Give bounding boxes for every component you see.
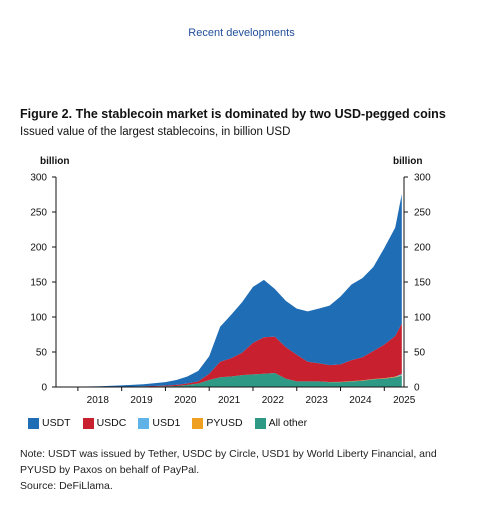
y-tick-label-left: 300 bbox=[30, 173, 47, 184]
source-text: Source: DeFiLlama. bbox=[20, 480, 113, 492]
legend-item-usd1: USD1 bbox=[138, 417, 180, 429]
x-tick-label: 2019 bbox=[130, 395, 153, 406]
legend-item-pyusd: PYUSD bbox=[192, 417, 243, 429]
y-tick-label-right: 100 bbox=[414, 313, 431, 324]
legend-label: All other bbox=[268, 417, 308, 429]
y-tick-label-right: 150 bbox=[414, 278, 431, 289]
note-text: Note: USDT was issued by Tether, USDC by… bbox=[20, 448, 437, 476]
legend-swatch bbox=[82, 417, 94, 429]
y-tick-label-left: 150 bbox=[30, 278, 47, 289]
y-axis-label-right: billion bbox=[393, 156, 422, 167]
legend-label: USDT bbox=[42, 417, 71, 429]
y-tick-label-left: 250 bbox=[30, 208, 47, 219]
y-axis-label-left: billion bbox=[40, 156, 69, 167]
legend-swatch bbox=[28, 417, 39, 429]
x-tick-label: 2021 bbox=[218, 395, 241, 406]
y-tick-label-left: 0 bbox=[41, 383, 47, 394]
x-tick-label: 2020 bbox=[174, 395, 197, 406]
figure-title: Figure 2. The stablecoin market is domin… bbox=[20, 107, 446, 121]
area-usdt bbox=[56, 193, 402, 387]
x-tick-label: 2024 bbox=[349, 395, 372, 406]
y-tick-label-right: 250 bbox=[414, 208, 431, 219]
legend-label: USD1 bbox=[152, 417, 181, 429]
x-tick-label: 2023 bbox=[306, 395, 329, 406]
area-usdc bbox=[56, 323, 402, 387]
x-tick-label: 2022 bbox=[262, 395, 285, 406]
legend-item-usdc: USDC bbox=[82, 417, 127, 429]
y-tick-label-right: 200 bbox=[414, 243, 431, 254]
legend-label: USDC bbox=[96, 417, 127, 429]
figure-note: Note: USDT was issued by Tether, USDC by… bbox=[20, 446, 470, 494]
legend-swatch bbox=[254, 417, 266, 429]
chart-legend: USDT USDC USD1 PYUSD All other bbox=[28, 417, 307, 429]
y-tick-label-right: 50 bbox=[414, 348, 426, 359]
legend-item-usdt: USDT bbox=[28, 417, 71, 429]
y-tick-label-left: 50 bbox=[36, 348, 48, 359]
legend-swatch bbox=[138, 417, 150, 429]
legend-label: PYUSD bbox=[206, 417, 243, 429]
x-tick-label: 2018 bbox=[87, 395, 110, 406]
x-tick-label: 2025 bbox=[393, 395, 416, 406]
y-tick-label-right: 300 bbox=[414, 173, 431, 184]
figure-subtitle: Issued value of the largest stablecoins,… bbox=[20, 126, 291, 138]
legend-item-all-other: All other bbox=[254, 417, 308, 429]
y-tick-label-right: 0 bbox=[414, 383, 420, 394]
legend-swatch bbox=[192, 417, 204, 429]
section-header: Recent developments bbox=[188, 27, 295, 39]
area-all-other bbox=[56, 373, 402, 387]
y-tick-label-left: 100 bbox=[30, 313, 47, 324]
stacked-area-chart: 0 0 50 50 100 100 150 150 200 200 250 250 300 300 2018… bbox=[30, 156, 431, 406]
y-tick-label-left: 200 bbox=[30, 243, 47, 254]
